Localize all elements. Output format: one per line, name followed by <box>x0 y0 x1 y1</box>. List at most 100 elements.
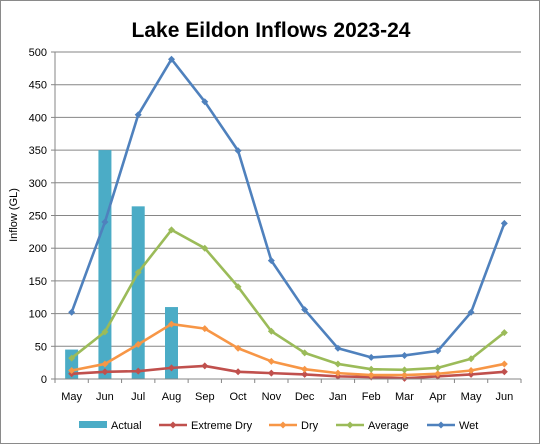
bar-actual <box>98 150 112 379</box>
point-dry <box>434 370 442 378</box>
line-wet <box>70 57 506 359</box>
y-tick-label: 100 <box>29 309 47 321</box>
x-tick-label: Sep <box>195 391 215 403</box>
legend-marker-extreme-dry <box>169 421 177 429</box>
point-extreme-dry <box>267 369 275 377</box>
point-dry <box>234 344 242 352</box>
x-tick-label: Jul <box>131 391 145 403</box>
point-average <box>401 366 408 374</box>
bar-series <box>65 150 178 379</box>
point-dry <box>267 357 275 365</box>
x-tick-label: May <box>61 391 82 403</box>
point-extreme-dry <box>134 367 142 375</box>
y-axis-ticks: 0 50 100 150 200 250 300 350 400 450 500 <box>29 47 47 386</box>
point-average <box>134 268 142 276</box>
point-average <box>500 329 508 337</box>
point-wet <box>134 111 142 119</box>
point-extreme-dry <box>467 370 475 378</box>
y-axis-label: Inflow (GL) <box>8 188 20 242</box>
legend-swatch-actual <box>79 421 107 428</box>
point-dry <box>367 371 375 379</box>
line-average <box>70 228 506 372</box>
point-wet <box>234 147 242 155</box>
axes <box>51 51 522 383</box>
point-wet <box>334 344 342 352</box>
point-average <box>434 364 442 372</box>
point-extreme-dry <box>301 370 309 378</box>
point-dry <box>401 371 408 379</box>
line-dry <box>71 322 505 377</box>
point-wet <box>101 218 109 226</box>
point-dry <box>201 325 209 333</box>
point-wet <box>434 347 442 355</box>
x-tick-label: Oct <box>230 391 247 403</box>
line-extreme-dry <box>71 364 505 380</box>
point-extreme-dry <box>234 368 242 376</box>
point-wet <box>201 98 209 106</box>
line-series <box>68 55 508 382</box>
point-dry <box>334 369 342 377</box>
point-extreme-dry <box>101 368 109 376</box>
point-wet <box>68 308 76 316</box>
point-average <box>201 244 209 252</box>
point-dry <box>134 340 142 348</box>
point-wet <box>401 351 408 359</box>
y-tick-label: 300 <box>29 178 47 190</box>
point-wet <box>168 55 175 63</box>
legend-label-average: Average <box>368 420 409 432</box>
legend-label-extreme-dry: Extreme Dry <box>191 420 253 432</box>
x-tick-label: Mar <box>395 391 414 403</box>
point-wet <box>467 308 475 316</box>
legend-marker-dry <box>279 421 287 429</box>
y-tick-label: 450 <box>29 80 47 92</box>
point-extreme-dry <box>201 362 209 370</box>
point-average <box>267 327 275 335</box>
chart-title: Lake Eildon Inflows 2023-24 <box>132 19 411 42</box>
x-tick-label: Nov <box>262 391 282 403</box>
legend-marker-wet <box>437 421 445 429</box>
point-dry <box>467 366 475 374</box>
y-tick-label: 250 <box>29 211 47 223</box>
point-wet <box>500 219 508 227</box>
point-average <box>367 365 375 373</box>
point-wet <box>301 306 309 314</box>
point-dry <box>500 360 508 368</box>
point-wet <box>367 353 375 361</box>
point-dry <box>68 366 76 374</box>
legend: Actual Extreme Dry Dry Average Wet <box>79 420 478 432</box>
y-tick-label: 200 <box>29 243 47 255</box>
y-tick-label: 0 <box>41 374 47 386</box>
x-tick-label: Apr <box>429 391 446 403</box>
y-tick-label: 400 <box>29 112 47 124</box>
x-tick-label: Jan <box>329 391 347 403</box>
legend-label-actual: Actual <box>111 420 142 432</box>
point-average <box>101 328 109 336</box>
y-tick-label: 500 <box>29 47 47 59</box>
point-average <box>467 355 475 363</box>
y-tick-label: 150 <box>29 276 47 288</box>
point-dry <box>301 365 309 373</box>
bar-actual <box>131 206 145 379</box>
point-extreme-dry <box>500 368 508 376</box>
x-tick-label: Aug <box>162 391 182 403</box>
x-tick-label: Feb <box>362 391 381 403</box>
legend-label-wet: Wet <box>459 420 478 432</box>
y-tick-label: 50 <box>35 341 47 353</box>
gridlines <box>55 51 521 347</box>
legend-marker-average <box>346 421 354 429</box>
point-wet <box>267 257 275 265</box>
point-dry <box>168 320 175 328</box>
point-average <box>301 349 309 357</box>
y-tick-label: 350 <box>29 145 47 157</box>
x-axis-ticks: May Jun Jul Aug Sep Oct Nov Dec Jan Feb Mar Apr May J… <box>61 391 513 403</box>
point-average <box>68 354 76 362</box>
point-average <box>168 226 175 234</box>
point-dry <box>101 360 109 368</box>
point-extreme-dry <box>168 364 175 372</box>
x-tick-label: Jun <box>96 391 114 403</box>
point-average <box>334 360 342 368</box>
x-tick-label: May <box>461 391 482 403</box>
point-average <box>234 283 242 291</box>
